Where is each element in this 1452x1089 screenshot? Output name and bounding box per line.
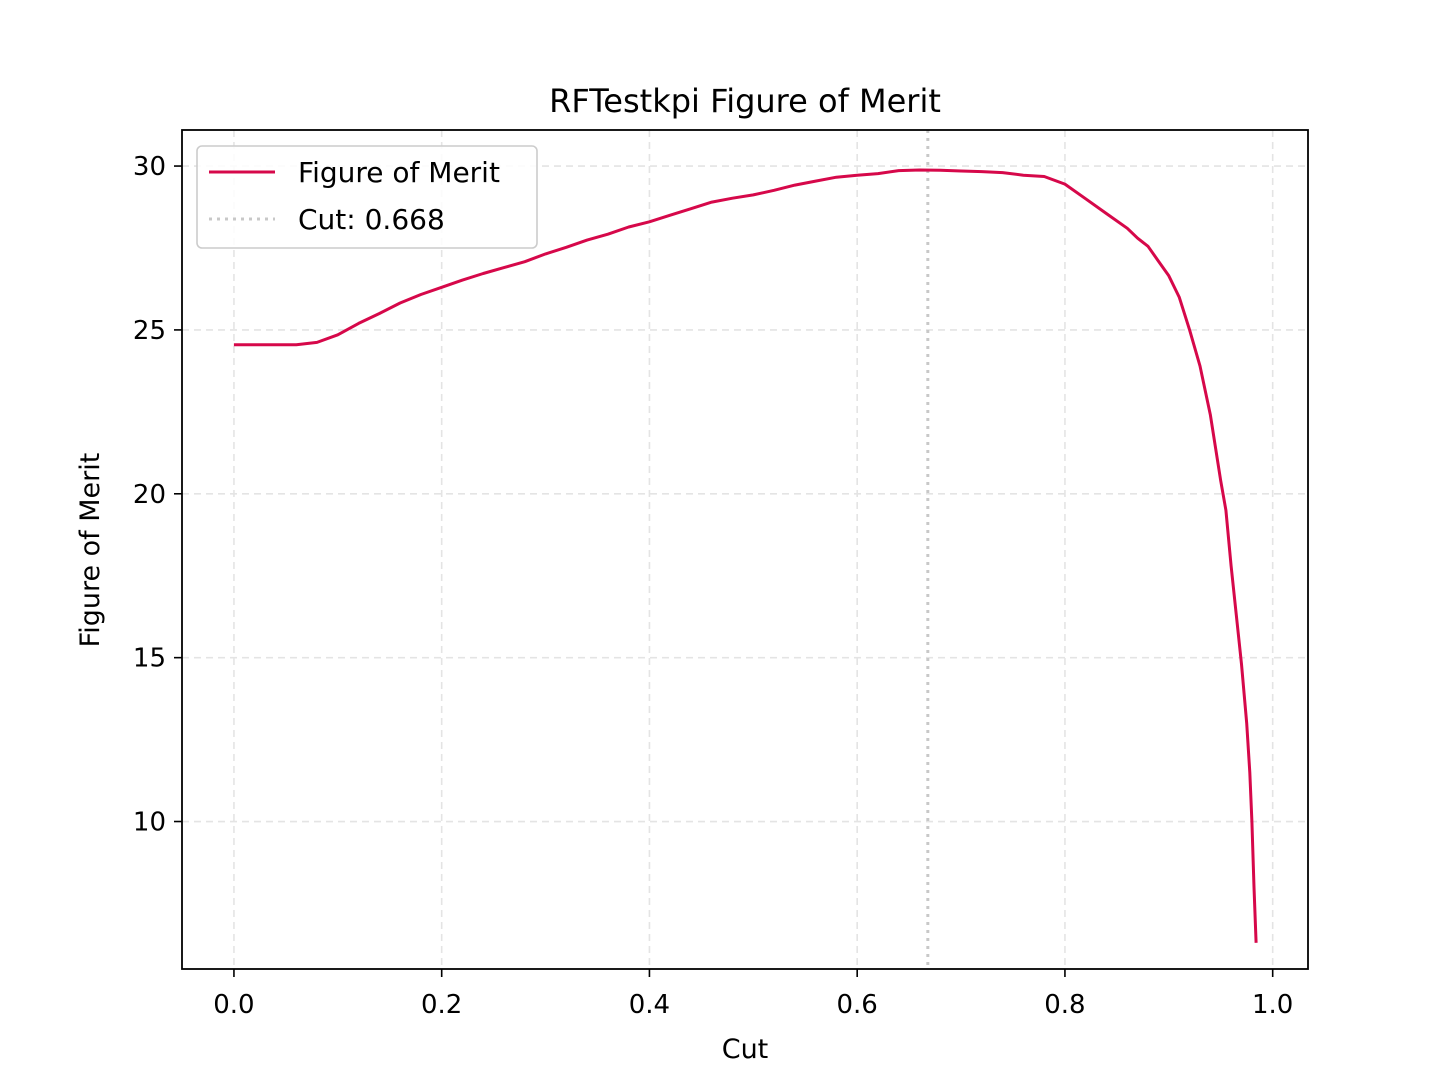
legend-label-cut: Cut: 0.668 (298, 203, 445, 236)
legend-box (196, 145, 538, 249)
series-line-figure-of-merit (233, 168, 1258, 943)
legend-label-figure-of-merit: Figure of Merit (298, 156, 500, 189)
y-tick-label: 30 (133, 152, 166, 182)
x-axis-label: Cut (722, 1034, 769, 1065)
y-tick-label: 25 (133, 316, 166, 346)
y-tick-label: 10 (133, 808, 166, 838)
grid-lines (182, 130, 1308, 969)
plot-frame (181, 129, 1309, 970)
x-tick-label: 1.0 (1252, 990, 1293, 1020)
x-tick-label: 0.0 (213, 990, 254, 1020)
y-axis-label: Figure of Merit (75, 453, 106, 648)
legend: Figure of Merit Cut: 0.668 (196, 145, 538, 249)
chart-title: RFTestkpi Figure of Merit (549, 82, 941, 120)
x-tick-label: 0.4 (629, 990, 670, 1020)
x-tick-label: 0.6 (837, 990, 878, 1020)
x-tick-label: 0.2 (421, 990, 462, 1020)
x-tick-label: 0.8 (1044, 990, 1085, 1020)
y-tick-label: 20 (133, 480, 166, 510)
y-tick-label: 15 (133, 644, 166, 674)
series-layer (233, 168, 1258, 943)
y-axis-ticks: 10 15 20 25 30 (133, 152, 182, 838)
x-axis-ticks: 0.0 0.2 0.4 0.6 0.8 1.0 (213, 969, 1293, 1020)
